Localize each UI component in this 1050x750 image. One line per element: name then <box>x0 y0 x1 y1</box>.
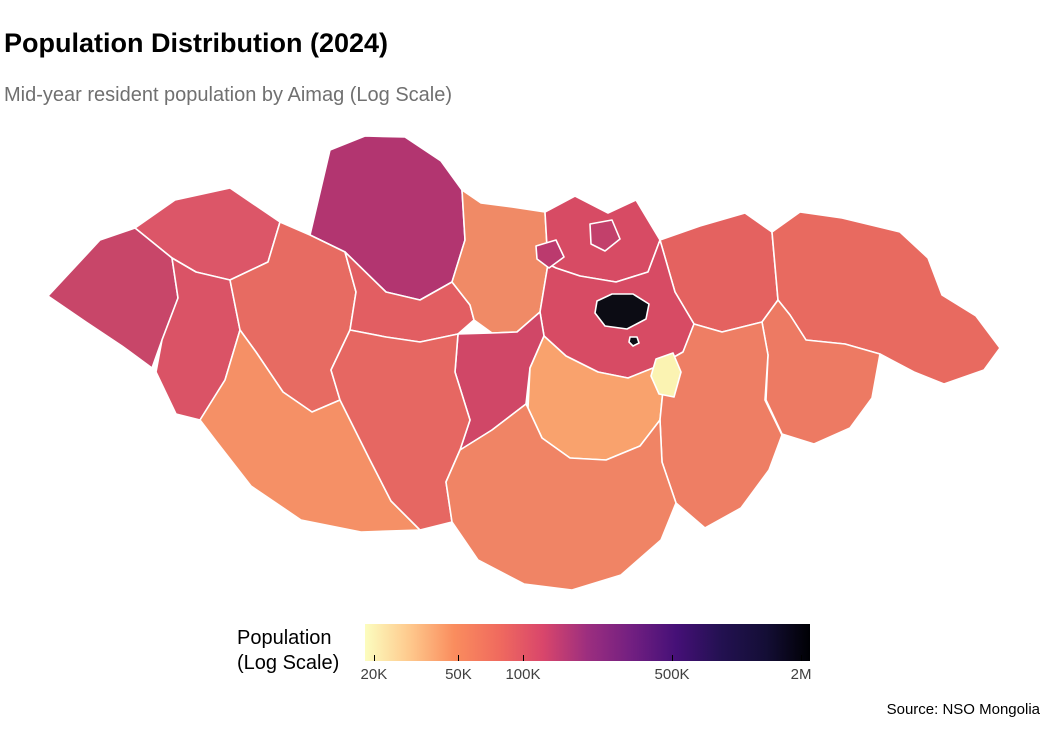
legend-title: Population (Log Scale) <box>237 626 339 676</box>
legend-tick-label: 20K <box>360 666 388 683</box>
legend-tick-label: 100K <box>505 666 541 683</box>
legend-title-line2: (Log Scale) <box>237 652 340 674</box>
map-region-arkhangai <box>344 251 475 343</box>
source-caption: Source: NSO Mongolia <box>886 701 1040 718</box>
legend-tick-mark <box>672 655 674 661</box>
map-region-orkhon <box>535 239 565 269</box>
plot-subtitle: Mid-year resident population by Aimag (L… <box>4 84 453 106</box>
legend-tick-label: 2M <box>790 666 812 683</box>
legend-title-line1: Population <box>237 627 332 649</box>
legend-colorbar <box>365 624 810 661</box>
plot-title: Population Distribution (2024) <box>4 28 389 58</box>
legend-tick-labels: 20K 50K 100K 500K 2M <box>361 666 812 686</box>
map-region-bayan_olgii <box>47 227 179 369</box>
map-region-darkhan_uul <box>589 219 621 252</box>
legend-tick-mark <box>458 655 460 661</box>
map-region-ulaanbaatar <box>594 293 650 330</box>
legend-tick-mark <box>373 655 375 661</box>
legend-tick-mark <box>522 655 524 661</box>
legend-tick-mark <box>801 655 803 661</box>
legend-tick-label: 50K <box>445 666 472 683</box>
map-region-omnogovi <box>445 403 677 591</box>
map-region-govisumber <box>650 352 682 398</box>
map-region-ulaanbaatar <box>628 336 640 347</box>
legend-tick-label: 500K <box>654 666 690 683</box>
